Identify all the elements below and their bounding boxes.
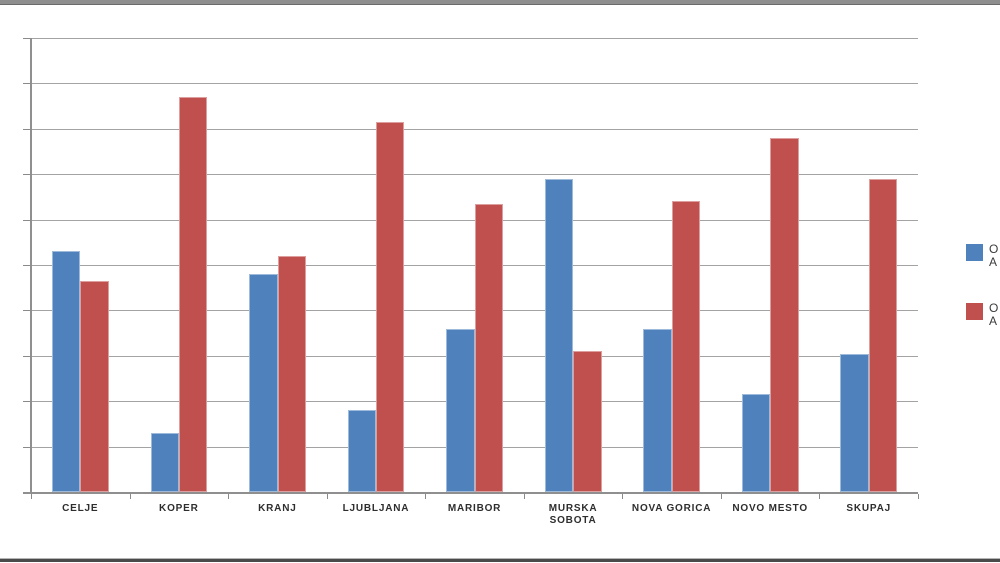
category-label-novo-mesto: NOVO MESTO bbox=[732, 503, 808, 514]
bar-nova-gorica-s2 bbox=[671, 201, 701, 492]
x-axis-tick bbox=[622, 494, 624, 499]
category-label-ljubljana: LJUBLJANA bbox=[342, 503, 410, 514]
y-axis-tick bbox=[23, 401, 31, 403]
x-axis-tick bbox=[720, 494, 722, 499]
x-axis-tick bbox=[31, 494, 32, 499]
bar-murska-sobota-s1 bbox=[544, 178, 574, 492]
window-top-border bbox=[0, 0, 1000, 5]
bar-novo-mesto-s2 bbox=[770, 137, 799, 492]
legend-label-1: O A bbox=[989, 243, 999, 269]
h-gridline bbox=[31, 219, 918, 221]
category-label-celje: CELJE bbox=[62, 503, 99, 514]
y-axis-tick bbox=[23, 174, 31, 176]
bar-murska-sobota-s2 bbox=[573, 351, 602, 492]
window-bottom-border bbox=[0, 558, 1000, 563]
bar-maribor-s1 bbox=[446, 328, 475, 492]
category-label-murska-sobota: MURSKA SOBOTA bbox=[548, 503, 598, 526]
x-axis-tick bbox=[228, 494, 230, 499]
legend-swatch-2 bbox=[966, 303, 983, 320]
bottom-border-highlight bbox=[0, 558, 1000, 559]
y-axis-tick bbox=[23, 219, 31, 221]
x-axis-tick bbox=[425, 494, 427, 499]
h-gridline bbox=[31, 265, 918, 266]
bar-celje-s2 bbox=[80, 280, 109, 492]
bar-koper-s2 bbox=[178, 97, 208, 492]
x-axis-tick bbox=[326, 494, 328, 499]
y-axis-line bbox=[30, 38, 32, 494]
y-axis-tick bbox=[23, 355, 31, 357]
x-axis-tick bbox=[918, 494, 919, 499]
y-axis-tick bbox=[23, 128, 31, 130]
y-axis-tick bbox=[23, 38, 31, 39]
category-label-koper: KOPER bbox=[159, 503, 199, 514]
bar-ljubljana-s1 bbox=[347, 410, 377, 492]
h-gridline bbox=[31, 38, 918, 39]
legend-label-2: O A bbox=[989, 302, 999, 328]
h-gridline bbox=[31, 310, 918, 312]
bar-skupaj-s2 bbox=[868, 178, 898, 492]
bar-kranj-s1 bbox=[249, 274, 278, 492]
h-gridline bbox=[31, 128, 918, 130]
y-axis-tick bbox=[23, 310, 31, 312]
legend-swatch-1 bbox=[966, 244, 983, 261]
x-axis-tick bbox=[129, 494, 131, 499]
h-gridline bbox=[31, 83, 918, 85]
y-axis-tick bbox=[23, 265, 31, 266]
h-gridline bbox=[31, 174, 918, 176]
bar-ljubljana-s2 bbox=[376, 121, 405, 492]
category-label-skupaj: SKUPAJ bbox=[846, 503, 892, 514]
x-axis-line bbox=[23, 492, 918, 494]
bar-celje-s1 bbox=[52, 251, 81, 492]
y-axis-tick bbox=[23, 83, 31, 85]
x-axis-tick bbox=[523, 494, 525, 499]
bar-novo-mesto-s1 bbox=[741, 394, 771, 492]
y-axis-tick bbox=[23, 446, 31, 448]
category-label-maribor: MARIBOR bbox=[447, 503, 502, 514]
category-label-nova-gorica: NOVA GORICA bbox=[631, 503, 712, 514]
bar-skupaj-s1 bbox=[840, 353, 869, 492]
bottom-border-line bbox=[0, 559, 1000, 562]
x-axis-tick bbox=[819, 494, 821, 499]
bar-koper-s1 bbox=[150, 432, 179, 492]
category-label-kranj: KRANJ bbox=[258, 503, 297, 514]
bar-nova-gorica-s1 bbox=[643, 328, 672, 492]
bar-kranj-s2 bbox=[277, 255, 306, 492]
bar-maribor-s2 bbox=[474, 203, 503, 492]
